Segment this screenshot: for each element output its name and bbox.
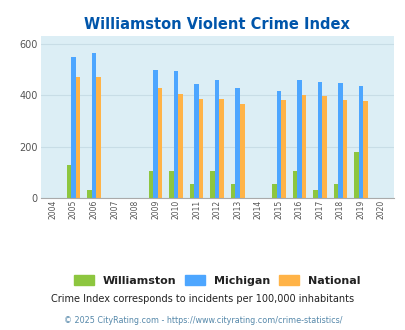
Text: Crime Index corresponds to incidents per 100,000 inhabitants: Crime Index corresponds to incidents per… (51, 294, 354, 304)
Bar (235, 88, 239, 198)
Bar (301, 95, 305, 198)
Bar (71, 57, 75, 198)
Bar (66, 165, 71, 198)
Bar (342, 100, 346, 198)
Bar (271, 184, 276, 198)
Bar (333, 184, 337, 198)
Bar (337, 82, 342, 198)
Bar (169, 171, 173, 198)
Bar (292, 171, 296, 198)
Bar (219, 99, 224, 198)
Bar (194, 84, 198, 198)
Bar (92, 53, 96, 198)
Bar (239, 104, 244, 198)
Bar (149, 171, 153, 198)
Bar (353, 152, 358, 198)
Bar (178, 94, 183, 198)
Bar (296, 80, 301, 198)
Legend: Williamston, Michigan, National: Williamston, Michigan, National (70, 272, 363, 289)
Bar (276, 91, 280, 198)
Bar (280, 100, 285, 198)
Bar (96, 77, 100, 198)
Bar (321, 96, 326, 198)
Bar (190, 184, 194, 198)
Bar (158, 88, 162, 198)
Bar (214, 80, 219, 198)
Bar (317, 82, 321, 198)
Bar (312, 190, 317, 198)
Text: © 2025 CityRating.com - https://www.cityrating.com/crime-statistics/: © 2025 CityRating.com - https://www.city… (64, 315, 341, 325)
Bar (173, 72, 178, 198)
Bar (230, 184, 235, 198)
Bar (362, 101, 367, 198)
Bar (87, 190, 92, 198)
Bar (75, 77, 80, 198)
Bar (358, 86, 362, 198)
Bar (210, 171, 214, 198)
Bar (198, 99, 203, 198)
Bar (153, 70, 158, 198)
Title: Williamston Violent Crime Index: Williamston Violent Crime Index (84, 17, 349, 32)
